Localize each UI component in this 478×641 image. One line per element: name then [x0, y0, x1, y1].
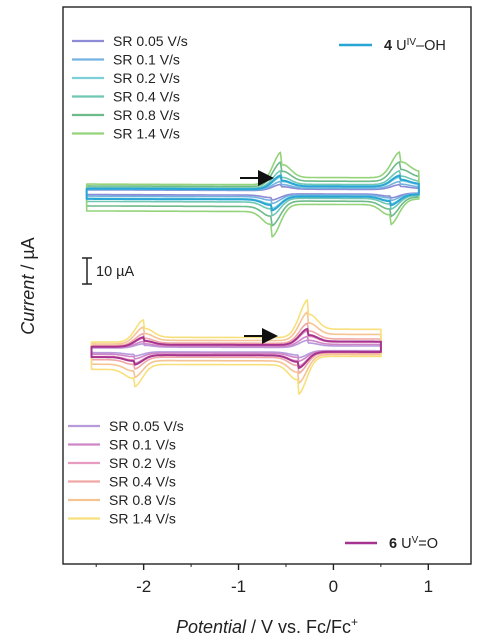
bottom-cv-curve-6	[90, 299, 382, 395]
legend-bottom: SR 0.05 V/s SR 0.1 V/s SR 0.2 V/s SR 0.4 V/…	[68, 418, 184, 527]
svg-text:4 UIV–OH: 4 UIV–OH	[384, 37, 446, 55]
svg-text:6 UV=O: 6 UV=O	[389, 535, 438, 553]
legend-label: SR 0.2 V/s	[109, 455, 176, 471]
legend-label: SR 1.4 V/s	[113, 126, 180, 142]
legend-label: SR 0.4 V/s	[109, 474, 176, 490]
scale-bar: 10 µA	[82, 257, 135, 285]
top-panel-curves	[85, 151, 420, 238]
top-cv-curve-reference	[85, 174, 420, 212]
compound-label-bottom: 6 UV=O	[345, 535, 438, 553]
bottom-cv-curve-reference	[90, 327, 382, 369]
x-tick-label: 0	[329, 577, 338, 596]
legend-top: SR 0.05 V/s SR 0.1 V/s SR 0.2 V/s SR 0.4 V/…	[72, 33, 188, 142]
plot-frame	[62, 6, 472, 565]
legend-label: SR 0.1 V/s	[113, 52, 180, 68]
legend-label: SR 1.4 V/s	[109, 511, 176, 527]
legend-label: SR 0.2 V/s	[113, 70, 180, 86]
top-cv-curve-6	[85, 151, 420, 238]
bottom-panel-curves	[90, 299, 382, 395]
legend-label: SR 0.1 V/s	[109, 437, 176, 453]
x-tick-label: 1	[424, 577, 433, 596]
x-axis: -2 -1 0 1	[95, 564, 433, 596]
scale-bar-label: 10 µA	[96, 264, 135, 280]
legend-label: SR 0.8 V/s	[113, 107, 180, 123]
legend-label: SR 0.05 V/s	[113, 33, 188, 49]
x-tick-label: -1	[231, 577, 246, 596]
x-tick-label: -2	[136, 577, 151, 596]
legend-label: SR 0.05 V/s	[109, 418, 184, 434]
y-axis-title: Current / µA	[18, 237, 38, 334]
legend-label: SR 0.8 V/s	[109, 492, 176, 508]
x-axis-title: Potential / V vs. Fc/Fc+	[176, 615, 358, 637]
compound-label-top: 4 UIV–OH	[339, 37, 446, 55]
legend-label: SR 0.4 V/s	[113, 89, 180, 105]
